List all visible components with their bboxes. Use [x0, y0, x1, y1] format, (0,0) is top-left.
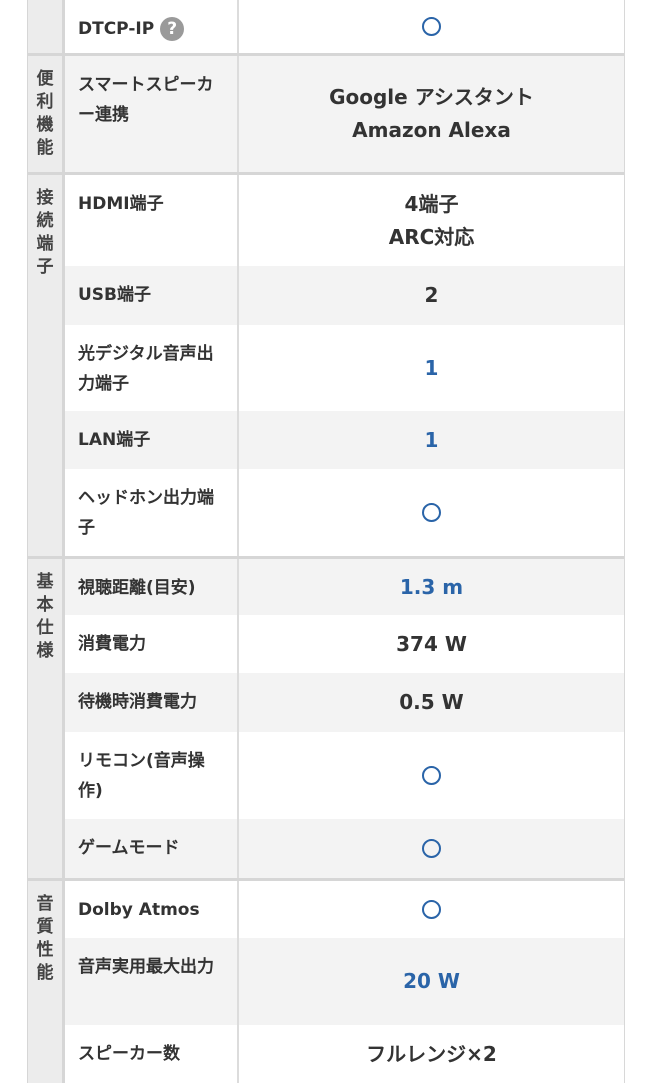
spec-table: DTCP-IP? 便利機能 スマートスピーカー連携 Google アシスタント Amaz…	[27, 0, 625, 1083]
help-icon[interactable]: ?	[160, 17, 185, 41]
table-row: リモコン(音声操作)	[65, 732, 624, 819]
table-row: 消費電力 374 W	[65, 615, 624, 673]
circle-mark-icon[interactable]	[422, 900, 441, 919]
spec-label-text: 視聴距離(目安)	[78, 578, 196, 598]
table-row: ゲームモード	[65, 819, 624, 878]
table-row: 光デジタル音声出力端子 1	[65, 325, 624, 411]
spec-value-text[interactable]: 20 W	[403, 969, 460, 993]
spec-value[interactable]: 1.3 m	[239, 559, 624, 615]
spec-value-line: 4端子	[404, 191, 459, 216]
spec-label-text: ヘッドホン出力端子	[78, 488, 214, 538]
spec-group: 音質性能 Dolby Atmos 音声実用最大出力 20 W スピーカー数 フルレンジ×2	[27, 878, 624, 1083]
spec-label: 光デジタル音声出力端子	[65, 325, 239, 411]
table-row: HDMI端子 4端子 ARC対応	[65, 175, 624, 266]
table-row: Dolby Atmos	[65, 881, 624, 938]
spec-label: ゲームモード	[65, 819, 239, 878]
spec-value-line: ARC対応	[388, 224, 475, 249]
table-row: USB端子 2	[65, 266, 624, 325]
spec-label: ヘッドホン出力端子	[65, 469, 239, 556]
spec-value-text: フルレンジ×2	[366, 1041, 497, 1066]
spec-value[interactable]	[239, 819, 624, 878]
spec-label: スピーカー数	[65, 1025, 239, 1083]
spec-value: 0.5 W	[239, 673, 624, 732]
spec-value: 374 W	[239, 615, 624, 673]
spec-value-text[interactable]: 1.3 m	[399, 574, 464, 599]
spec-value: 2	[239, 266, 624, 325]
spec-label: LAN端子	[65, 411, 239, 469]
spec-value-text: 2	[424, 283, 439, 307]
category-label: 音質性能	[36, 894, 54, 983]
spec-value: フルレンジ×2	[239, 1025, 624, 1083]
spec-value: Google アシスタント Amazon Alexa	[239, 56, 624, 172]
spec-value-text[interactable]: 1	[424, 355, 439, 380]
spec-value: 4端子 ARC対応	[239, 175, 624, 266]
spec-label: 視聴距離(目安)	[65, 559, 239, 615]
spec-label-text: 消費電力	[78, 634, 146, 654]
spec-value-line: Google アシスタント	[329, 85, 534, 109]
spec-label-text: HDMI端子	[78, 194, 164, 214]
spec-group: 基本仕様 視聴距離(目安) 1.3 m 消費電力 374 W 待機時消費電力 0.5 W リモ…	[27, 556, 624, 878]
spec-label-text: USB端子	[78, 285, 152, 305]
table-row: 待機時消費電力 0.5 W	[65, 673, 624, 732]
spec-label-text: Dolby Atmos	[78, 900, 200, 920]
spec-value-line: Amazon Alexa	[352, 118, 511, 142]
category-cell: 便利機能	[27, 56, 65, 172]
spec-label-text: スピーカー数	[78, 1044, 180, 1064]
spec-label: USB端子	[65, 266, 239, 325]
table-row: 音声実用最大出力 20 W	[65, 938, 624, 1025]
spec-group: 便利機能 スマートスピーカー連携 Google アシスタント Amazon Alexa	[27, 53, 624, 172]
spec-label-text: 音声実用最大出力	[78, 957, 214, 977]
spec-value-text: 374 W	[396, 631, 467, 656]
category-cell: 音質性能	[27, 881, 65, 1083]
spec-label-text: リモコン(音声操作)	[78, 751, 205, 801]
spec-label-text: LAN端子	[78, 430, 151, 450]
table-row: 視聴距離(目安) 1.3 m	[65, 559, 624, 615]
category-cell: 基本仕様	[27, 559, 65, 878]
spec-label: Dolby Atmos	[65, 881, 239, 938]
table-row: スマートスピーカー連携 Google アシスタント Amazon Alexa	[65, 56, 624, 172]
circle-mark-icon[interactable]	[422, 17, 441, 36]
table-row: LAN端子 1	[65, 411, 624, 469]
circle-mark-icon[interactable]	[422, 503, 441, 522]
table-row: ヘッドホン出力端子	[65, 469, 624, 556]
spec-value[interactable]	[239, 732, 624, 819]
spec-label-text: DTCP-IP	[78, 19, 155, 39]
spec-label: スマートスピーカー連携	[65, 56, 239, 172]
category-label: 接続端子	[36, 188, 54, 277]
spec-value[interactable]	[239, 0, 624, 53]
category-cell: 接続端子	[27, 175, 65, 556]
spec-value[interactable]	[239, 881, 624, 938]
spec-value[interactable]: 20 W	[239, 938, 624, 1025]
spec-label-text: 光デジタル音声出力端子	[78, 344, 214, 394]
spec-value[interactable]	[239, 469, 624, 556]
circle-mark-icon[interactable]	[422, 839, 441, 858]
spec-label: 待機時消費電力	[65, 673, 239, 732]
table-row: DTCP-IP?	[65, 0, 624, 53]
spec-label: DTCP-IP?	[65, 0, 239, 53]
spec-label: リモコン(音声操作)	[65, 732, 239, 819]
category-label: 基本仕様	[36, 572, 54, 661]
spec-label-text: 待機時消費電力	[78, 692, 197, 712]
category-cell	[27, 0, 65, 53]
spec-label-text: ゲームモード	[78, 838, 180, 858]
spec-value-text: 0.5 W	[399, 690, 464, 714]
spec-group: DTCP-IP?	[27, 0, 624, 53]
spec-value[interactable]: 1	[239, 325, 624, 411]
circle-mark-icon[interactable]	[422, 766, 441, 785]
spec-label: 音声実用最大出力	[65, 938, 239, 1025]
table-row: スピーカー数 フルレンジ×2	[65, 1025, 624, 1083]
spec-label: 消費電力	[65, 615, 239, 673]
category-label: 便利機能	[36, 69, 54, 158]
spec-label: HDMI端子	[65, 175, 239, 266]
spec-value[interactable]: 1	[239, 411, 624, 469]
spec-value-text[interactable]: 1	[424, 427, 439, 452]
spec-group: 接続端子 HDMI端子 4端子 ARC対応 USB端子 2 光デジタル音声出力端子 1 LAN端…	[27, 172, 624, 556]
spec-label-text: スマートスピーカー連携	[78, 75, 214, 125]
